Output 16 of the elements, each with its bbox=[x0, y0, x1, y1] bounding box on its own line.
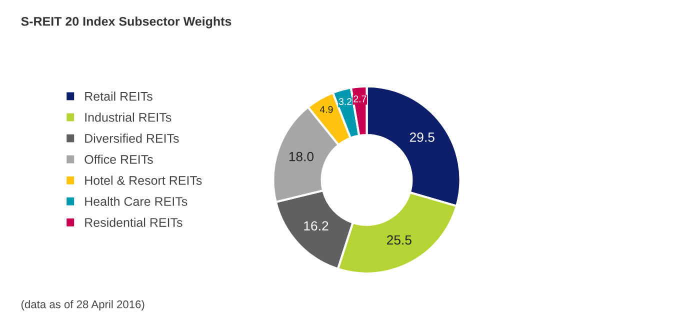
chart-title: S-REIT 20 Index Subsector Weights bbox=[21, 16, 232, 28]
legend-label: Hotel & Resort REITs bbox=[85, 176, 202, 185]
data-label: 3.2 bbox=[338, 98, 352, 105]
data-label: 16.2 bbox=[304, 221, 328, 231]
legend-label: Diversified REITs bbox=[85, 134, 179, 143]
text: (data as of 28 April 2016) bbox=[21, 300, 144, 310]
legend-label: Health Care REITs bbox=[85, 196, 188, 206]
legend-label: Industrial REITs bbox=[85, 112, 172, 122]
data-label: 25.5 bbox=[386, 235, 412, 245]
legend-label: Residential REITs bbox=[85, 218, 182, 227]
data-label: 18.0 bbox=[289, 152, 314, 162]
data-label: 4.9 bbox=[320, 106, 333, 113]
legend-label: Retail REITs bbox=[85, 92, 152, 101]
legend-label: Office REITs bbox=[84, 154, 153, 164]
data-label: 2.7 bbox=[354, 95, 366, 102]
data-label: 29.5 bbox=[410, 132, 434, 142]
